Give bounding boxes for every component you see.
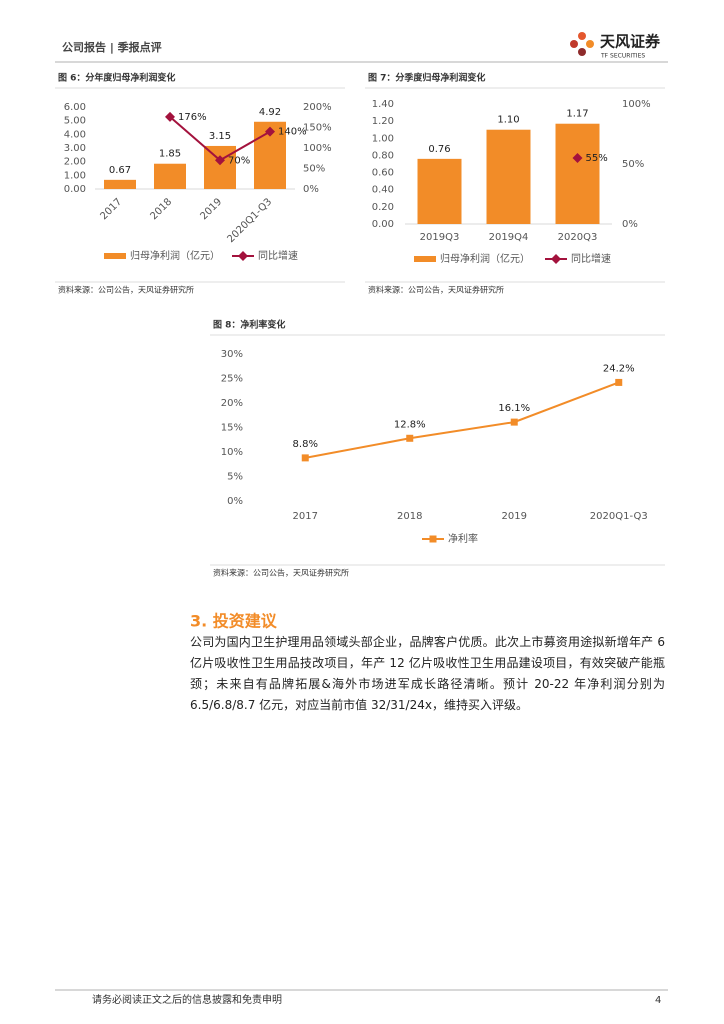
line-point <box>215 155 225 166</box>
legend-marker <box>238 251 248 261</box>
y-tick-label: 3.00 <box>64 143 86 154</box>
legend-swatch <box>104 253 126 259</box>
bar <box>154 163 186 189</box>
y-tick-label: 0% <box>227 496 243 507</box>
x-tick-label: 2019 <box>502 511 527 522</box>
y2-tick-label: 200% <box>303 102 332 113</box>
y-tick-label: 5% <box>227 472 243 483</box>
y2-tick-label: 50% <box>303 164 325 175</box>
logo <box>570 32 594 56</box>
bar <box>204 145 236 189</box>
line-value-label: 8.8% <box>293 439 318 450</box>
page-number: 4 <box>655 995 661 1006</box>
legend-marker <box>551 254 561 264</box>
x-tick-label: 2019Q3 <box>420 232 460 243</box>
line-value-label: 140% <box>278 127 307 138</box>
y-tick-label: 20% <box>221 398 243 409</box>
line-value-label: 24.2% <box>603 363 635 374</box>
x-tick-label: 2018 <box>397 511 422 522</box>
x-tick-label: 2018 <box>148 196 174 222</box>
bar-value-label: 1.10 <box>497 115 519 126</box>
x-tick-label: 2019 <box>198 196 224 222</box>
y2-tick-label: 100% <box>303 143 332 154</box>
chart-source: 资料来源：公司公告，天风证券研究所 <box>58 285 194 295</box>
y-tick-label: 4.00 <box>64 129 86 140</box>
x-tick-label: 2020Q1-Q3 <box>590 511 648 522</box>
y-tick-label: 1.00 <box>64 170 86 181</box>
y-tick-label: 15% <box>221 423 243 434</box>
line-point <box>165 111 175 122</box>
y-tick-label: 1.40 <box>372 99 394 110</box>
line <box>305 381 620 459</box>
chart-source: 资料来源：公司公告，天风证券研究所 <box>368 285 504 295</box>
x-tick-label: 2020Q3 <box>558 232 598 243</box>
brand: 天风证券 <box>600 33 661 51</box>
chart-title: 图 8：净利率变化 <box>213 319 285 331</box>
y-tick-label: 0.60 <box>372 168 394 179</box>
section-title: 3. 投资建议 <box>190 612 278 631</box>
line-value-label: 12.8% <box>394 419 426 430</box>
line-value-label: 70% <box>228 155 250 166</box>
line-value-label: 16.1% <box>498 403 530 414</box>
y-tick-label: 6.00 <box>64 102 86 113</box>
section-text: 公司为国内卫生护理用品领域头部企业，品牌客户优质。此次上市募资用途拟新增年产 6… <box>190 635 665 712</box>
line-value-label: 55% <box>586 153 608 164</box>
y-tick-label: 0.80 <box>372 150 394 161</box>
bar-value-label: 0.76 <box>428 144 450 155</box>
legend-label: 归母净利润（亿元） <box>440 252 530 265</box>
y-tick-label: 5.00 <box>64 116 86 127</box>
y-tick-label: 0.20 <box>372 202 394 213</box>
y-tick-label: 1.20 <box>372 116 394 127</box>
x-tick-label: 2017 <box>98 196 124 222</box>
line-point <box>301 454 309 462</box>
bar <box>417 158 462 224</box>
chart-title: 图 6：分年度归母净利润变化 <box>58 72 175 84</box>
y2-tick-label: 0% <box>622 219 638 230</box>
chart-source: 资料来源：公司公告，天风证券研究所 <box>213 568 349 578</box>
bar-value-label: 1.17 <box>566 109 588 120</box>
chart-title: 图 7：分季度归母净利润变化 <box>368 72 485 84</box>
bar-value-label: 0.67 <box>109 165 131 176</box>
bar <box>486 129 531 224</box>
x-tick-label: 2020Q1-Q3 <box>226 196 275 245</box>
y-tick-label: 25% <box>221 374 243 385</box>
brand-en: TF SECURITIES <box>600 53 645 60</box>
line-point <box>406 434 414 442</box>
header-left: 公司报告 | 季报点评 <box>62 40 162 54</box>
line-point <box>572 153 583 163</box>
legend-label: 净利率 <box>448 532 478 545</box>
y-tick-label: 10% <box>221 447 243 458</box>
legend-swatch <box>414 256 436 262</box>
y2-tick-label: 150% <box>303 123 332 134</box>
y-tick-label: 0.40 <box>372 185 394 196</box>
y2-tick-label: 0% <box>303 184 319 195</box>
bar-value-label: 3.15 <box>209 131 231 142</box>
legend-marker <box>429 535 437 543</box>
y2-tick-label: 100% <box>622 99 651 110</box>
line-value-label: 176% <box>178 112 207 123</box>
line-point <box>615 378 623 386</box>
legend-label: 同比增速 <box>571 252 611 265</box>
y-tick-label: 2.00 <box>64 157 86 168</box>
bar-value-label: 4.92 <box>259 107 281 118</box>
line-point <box>265 126 275 137</box>
legend-label: 归母净利润（亿元） <box>130 249 220 262</box>
x-tick-label: 2019Q4 <box>489 232 529 243</box>
bar <box>104 179 136 189</box>
bar-value-label: 1.85 <box>159 149 181 160</box>
legend-label: 同比增速 <box>258 249 298 262</box>
y-tick-label: 0.00 <box>372 219 394 230</box>
y-tick-label: 30% <box>221 349 243 360</box>
x-tick-label: 2017 <box>293 511 318 522</box>
bar <box>555 123 600 224</box>
y2-tick-label: 50% <box>622 159 644 170</box>
footer-disclaimer: 请务必阅读正文之后的信息披露和免责申明 <box>92 993 282 1006</box>
y-tick-label: 0.00 <box>64 184 86 195</box>
y-tick-label: 1.00 <box>372 133 394 144</box>
line-point <box>510 418 518 426</box>
